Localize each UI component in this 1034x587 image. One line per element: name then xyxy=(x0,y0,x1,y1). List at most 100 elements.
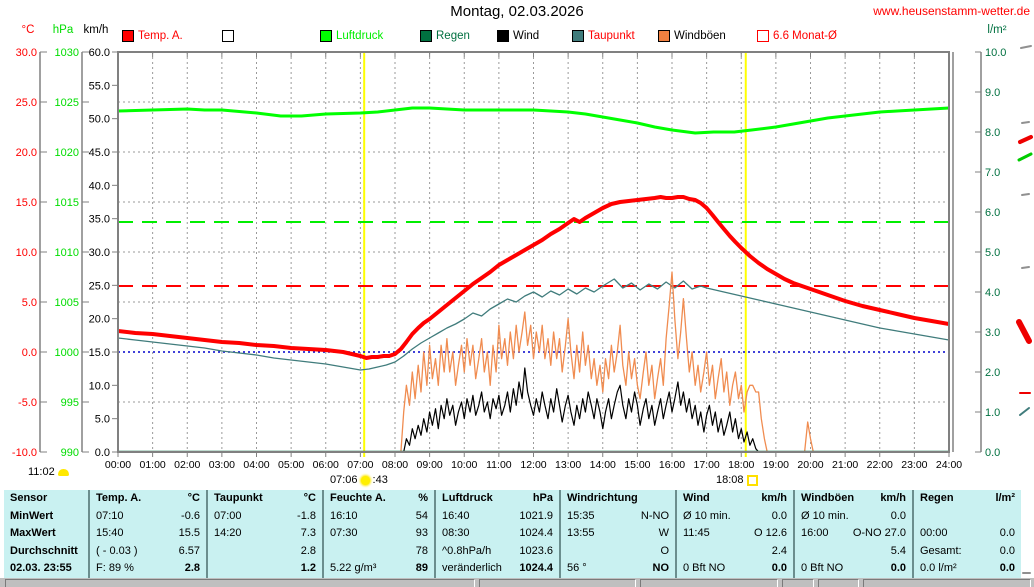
table-row: 02.03. 23:55 xyxy=(4,560,88,578)
trend-marker xyxy=(1016,319,1032,344)
axis-tick-label: 995 xyxy=(61,397,79,409)
table-row: Sensor xyxy=(4,490,88,508)
table-cell: 0.0 xyxy=(999,527,1015,539)
axis-tick-label: 7.0 xyxy=(985,167,1000,179)
axis-tick-label: 1020 xyxy=(55,147,79,159)
table-cell: 07:30 xyxy=(330,527,358,539)
axis-tick-label: 0.0 xyxy=(22,347,37,359)
table-row: Regen l/m² xyxy=(914,490,1021,508)
table-cell: km/h xyxy=(761,492,787,504)
axis-tick-label: 20.0 xyxy=(89,314,110,326)
legend-label: Regen xyxy=(436,30,470,42)
x-axis-label: 12:00 xyxy=(520,459,546,471)
x-axis-label: 13:00 xyxy=(555,459,581,471)
x-axis-label: 02:00 xyxy=(174,459,200,471)
x-axis-label: 14:00 xyxy=(590,459,616,471)
table-cell: 1021.9 xyxy=(519,509,553,522)
axis-tick-label: 3.0 xyxy=(985,327,1000,339)
legend-item-empty xyxy=(222,30,238,42)
axis-tick-label: 1025 xyxy=(55,97,79,109)
status-bar-segment xyxy=(640,579,778,587)
table-cell: 1024.4 xyxy=(519,562,553,574)
trend-marker xyxy=(1021,193,1030,196)
table-cell: MaxWert xyxy=(10,527,56,539)
axis-tick-label: 2.0 xyxy=(985,367,1000,379)
table-column-taupunkt: Taupunkt °C 07:00 -1.8 14:20 7.3 2.8 1.2 xyxy=(206,490,322,578)
table-cell: Windböen xyxy=(801,492,855,504)
x-axis-label: 07:00 xyxy=(347,459,373,471)
table-cell: 7.3 xyxy=(300,527,316,539)
table-row: 07:00 -1.8 xyxy=(208,508,322,526)
legend-item-6-6-monat-: 6.6 Monat-Ø xyxy=(757,30,837,42)
axis-tick-label: 5.0 xyxy=(22,297,37,309)
table-cell: MinWert xyxy=(10,509,54,522)
table-cell: °C xyxy=(187,492,200,504)
table-cell: Taupunkt xyxy=(214,492,263,504)
table-row: veränderlich 1024.4 xyxy=(436,560,559,578)
table-cell: 15.5 xyxy=(178,527,200,539)
series-temp-a- xyxy=(118,195,949,360)
table-row: Windböen km/h xyxy=(795,490,912,508)
table-cell: Regen xyxy=(920,492,954,504)
table-row: 16:10 54 xyxy=(324,508,434,526)
x-axis-label: 06:00 xyxy=(313,459,339,471)
sunrise-time: 07:06 xyxy=(330,474,358,486)
table-row: 0 Bft NO 0.0 xyxy=(795,560,912,578)
table-cell: 07:10 xyxy=(96,509,124,522)
table-column-regen: Regen l/m² 00:00 0.0 Gesamt: 0.0 0.0 l/m² 0.0 xyxy=(912,490,1021,578)
axis-tick-label: 15.0 xyxy=(16,197,37,209)
trend-marker xyxy=(1018,135,1033,144)
table-column-feuchte-a-: Feuchte A.% 16:10 54 07:30 93 78 5.22 g/m³ 89 xyxy=(322,490,434,578)
table-row: 5.22 g/m³ 89 xyxy=(324,560,434,578)
table-cell: 1023.6 xyxy=(519,544,553,557)
table-row: Gesamt: 0.0 xyxy=(914,543,1021,561)
page-title: Montag, 02.03.2026 xyxy=(450,3,584,20)
axis-tick-label: 25.0 xyxy=(16,97,37,109)
legend-swatch xyxy=(658,30,670,42)
axis-tick-label: 60.0 xyxy=(89,47,110,59)
series-windb-en xyxy=(118,271,949,452)
legend-swatch xyxy=(757,30,769,42)
table-row: Windrichtung xyxy=(561,490,675,508)
table-cell: 56 ° xyxy=(567,562,587,574)
table-row: 15:35 N-NO xyxy=(561,508,675,526)
axis-tick-label: 1015 xyxy=(55,197,79,209)
table-cell: hPa xyxy=(532,492,553,504)
axis-tick-label: 1030 xyxy=(55,47,79,59)
axis-tick-label: 6.0 xyxy=(985,207,1000,219)
legend-item-temp-a-: Temp. A. xyxy=(122,30,183,42)
axis-tick-label: 10.0 xyxy=(16,247,37,259)
trend-marker xyxy=(1019,407,1030,416)
trend-marker xyxy=(1021,121,1030,124)
table-cell: F: 89 % xyxy=(96,562,134,574)
table-row: Luftdruck hPa xyxy=(436,490,559,508)
axis-tick-label: 0.0 xyxy=(95,447,110,459)
table-row: 2.8 xyxy=(208,543,322,561)
x-axis-label: 03:00 xyxy=(209,459,235,471)
table-cell: O-NO 27.0 xyxy=(852,527,906,539)
table-cell: 1.2 xyxy=(300,562,316,574)
table-cell: 14:20 xyxy=(214,527,242,539)
x-axis-label: 09:00 xyxy=(416,459,442,471)
table-cell: Ø 10 min. xyxy=(801,509,849,522)
table-cell: Feuchte A. xyxy=(330,492,386,504)
trend-marker xyxy=(1017,152,1033,162)
website-link[interactable]: www.heusenstamm-wetter.de xyxy=(873,4,1030,18)
table-cell: Durchschnitt xyxy=(10,544,78,557)
table-cell: Windrichtung xyxy=(567,492,638,504)
sunset-icon xyxy=(746,474,758,486)
axis-tick-label: 4.0 xyxy=(985,287,1000,299)
sunset-annotation: 18:08 xyxy=(716,474,758,486)
table-cell: 93 xyxy=(415,527,428,539)
table-cell: Temp. A. xyxy=(96,492,142,504)
axis-tick-label: 20.0 xyxy=(16,147,37,159)
legend-item-wind: Wind xyxy=(497,30,539,42)
table-cell: 0.0 xyxy=(771,562,787,574)
table-cell: 0.0 xyxy=(999,544,1015,557)
legend-label: Temp. A. xyxy=(138,30,183,42)
table-row: MinWert xyxy=(4,508,88,526)
table-cell: Luftdruck xyxy=(442,492,493,504)
table-cell: O xyxy=(660,544,669,557)
x-axis-label: 20:00 xyxy=(797,459,823,471)
